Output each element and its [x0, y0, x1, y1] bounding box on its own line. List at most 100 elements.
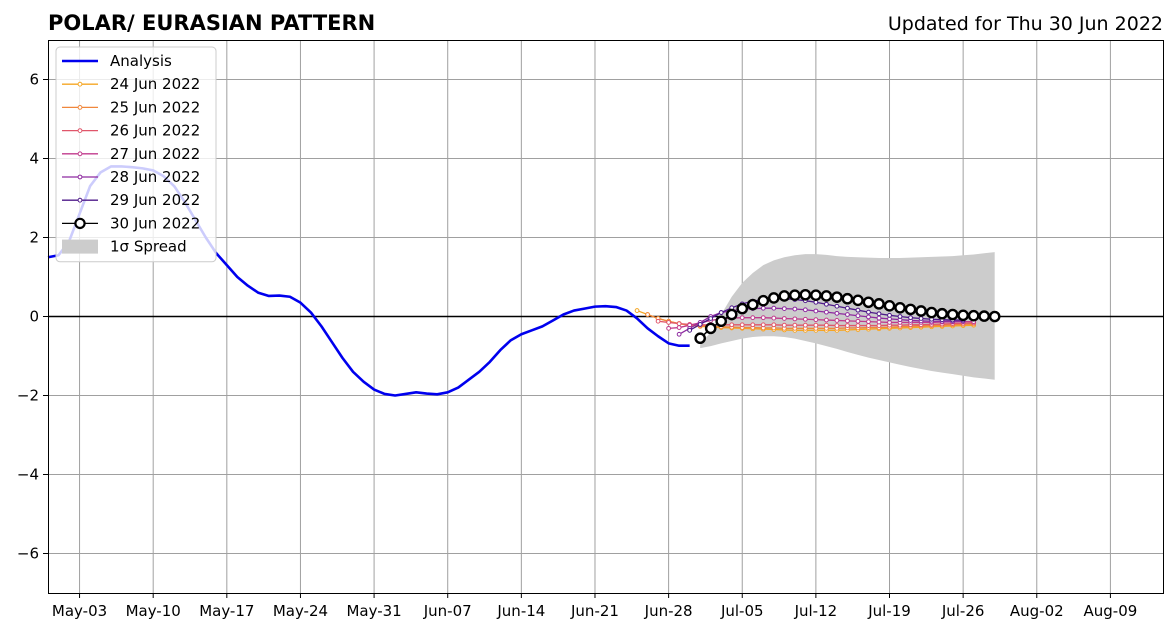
forecast-point — [813, 317, 819, 323]
legend-swatch-spread — [62, 239, 98, 254]
x-tick-label: Jun-21 — [570, 602, 619, 620]
legend-swatch-marker — [77, 105, 83, 110]
forecast-point — [820, 290, 833, 302]
x-tick-label: Jun-07 — [423, 602, 472, 620]
legend-label: 26 Jun 2022 — [110, 122, 200, 140]
legend-label: 25 Jun 2022 — [110, 98, 200, 116]
forecast-point — [957, 309, 969, 322]
forecast-point — [781, 322, 787, 328]
chart-title: POLAR/ EURASIAN PATTERN — [48, 11, 375, 35]
forecast-point — [876, 315, 882, 321]
legend-label: 27 Jun 2022 — [110, 145, 200, 163]
forecast-point — [704, 322, 717, 335]
legend-label: 29 Jun 2022 — [110, 191, 200, 209]
x-tick-label: May-24 — [273, 602, 328, 620]
forecast-point — [904, 303, 917, 316]
x-tick-label: May-03 — [52, 602, 107, 620]
forecast-point — [676, 325, 682, 330]
series-layer — [47, 165, 1001, 397]
forecast-point — [845, 318, 850, 324]
forecast-point — [760, 305, 766, 311]
forecast-point — [866, 314, 871, 320]
forecast-point — [792, 316, 798, 322]
forecast-point — [883, 300, 896, 312]
forecast-point — [666, 325, 672, 331]
legend-label: 24 Jun 2022 — [110, 75, 200, 93]
legend-swatch-marker — [74, 217, 86, 230]
forecast-point — [876, 319, 882, 325]
forecast-point — [845, 305, 850, 311]
legend-swatch-marker — [77, 197, 83, 203]
forecast-point — [736, 302, 749, 315]
legend-label: 1σ Spread — [110, 238, 187, 256]
forecast-point — [687, 327, 693, 333]
forecast-point — [645, 312, 650, 317]
forecast-point — [845, 312, 850, 317]
legend-label: 30 Jun 2022 — [110, 214, 200, 232]
forecast-point — [781, 306, 787, 312]
forecast-point — [936, 307, 948, 320]
forecast-point — [852, 294, 864, 307]
forecast-point — [813, 308, 819, 314]
legend-label: Analysis — [110, 52, 172, 70]
y-tick-label: 0 — [29, 308, 39, 326]
forecast-point — [768, 292, 780, 304]
legend-swatch-marker — [77, 128, 83, 134]
forecast-point — [771, 305, 777, 311]
forecast-point — [802, 316, 808, 322]
forecast-point — [967, 309, 980, 322]
forecast-point — [715, 315, 728, 328]
y-tick-label: 2 — [29, 229, 39, 247]
x-tick-label: Jun-28 — [644, 602, 693, 620]
forecast-point — [834, 310, 840, 316]
forecast-point — [781, 316, 787, 321]
forecast-point — [988, 310, 1001, 323]
legend-swatch-marker — [77, 174, 83, 180]
forecast-point — [778, 290, 791, 302]
forecast-point — [823, 309, 829, 315]
forecast-point — [855, 318, 861, 324]
forecast-point — [915, 305, 927, 317]
forecast-series — [694, 288, 1001, 345]
forecast-point — [655, 318, 661, 324]
forecast-point — [813, 322, 819, 328]
forecast-point — [676, 321, 682, 327]
forecast-point — [789, 289, 801, 301]
forecast-point — [908, 315, 913, 321]
y-tick-label: −6 — [17, 545, 39, 563]
forecast-point — [946, 308, 959, 321]
forecast-point — [792, 322, 798, 328]
forecast-point — [799, 288, 812, 301]
x-tick-label: Jul-26 — [941, 602, 985, 620]
forecast-point — [845, 323, 850, 328]
forecast-point — [739, 322, 745, 328]
forecast-point — [855, 323, 861, 328]
forecast-point — [708, 316, 714, 321]
forecast-point — [866, 319, 871, 325]
legend-box — [55, 46, 217, 263]
forecast-point — [676, 331, 682, 337]
forecast-point — [831, 291, 843, 303]
forecast-point — [792, 306, 798, 312]
forecast-point — [866, 323, 871, 328]
x-tick-label: Jun-14 — [496, 602, 545, 620]
forecast-point — [771, 315, 777, 321]
forecast-point — [876, 311, 882, 317]
forecast-point — [823, 317, 829, 323]
forecast-point — [925, 306, 938, 319]
chart-subtitle: Updated for Thu 30 Jun 2022 — [888, 13, 1163, 35]
forecast-point — [739, 315, 745, 321]
forecast-point — [771, 322, 777, 328]
x-tick-label: Aug-02 — [1010, 602, 1064, 620]
forecast-point — [634, 308, 640, 313]
forecast-point — [855, 313, 861, 319]
y-tick-label: −2 — [17, 387, 39, 405]
forecast-point — [834, 318, 840, 323]
x-tick-label: May-17 — [199, 602, 254, 620]
forecast-point — [725, 308, 738, 321]
forecast-point — [823, 301, 829, 307]
forecast-point — [855, 307, 861, 313]
x-tick-label: May-10 — [126, 602, 181, 620]
legend-label: 28 Jun 2022 — [110, 168, 200, 186]
forecast-point — [802, 307, 808, 313]
